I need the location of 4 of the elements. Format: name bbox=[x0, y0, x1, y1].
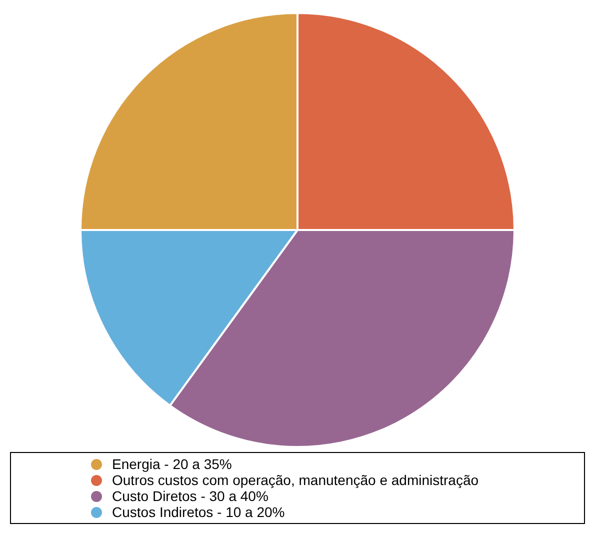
legend-label: Custos Indiretos - 10 a 20% bbox=[112, 504, 285, 520]
legend-label: Custo Diretos - 30 a 40% bbox=[112, 488, 268, 504]
legend-label: Energia - 20 a 35% bbox=[112, 456, 232, 472]
legend-label: Outros custos com operação, manutenção e administração bbox=[112, 472, 479, 488]
